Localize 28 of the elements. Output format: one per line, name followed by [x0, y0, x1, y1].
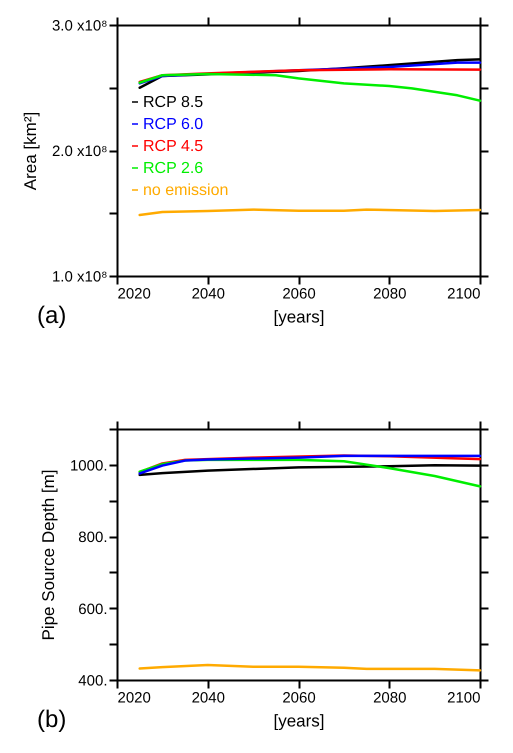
legend-label: RCP 8.5: [143, 94, 204, 111]
x-tick-label: 2040: [192, 690, 225, 706]
x-tick-label: 2100: [447, 286, 480, 302]
x-axis-title: [years]: [273, 712, 325, 730]
y-tick-label: 1000.: [70, 457, 108, 474]
y-tick-label: 3.0 x10⁸: [52, 18, 108, 34]
legend-label: no emission: [143, 182, 228, 199]
legend-label: RCP 2.6: [143, 160, 204, 177]
text: (b): [37, 706, 66, 733]
x-tick-label: 2080: [373, 286, 406, 302]
x-tick-label: 2020: [118, 690, 151, 706]
y-tick-label: 400.: [78, 672, 108, 690]
y-tick-label: 600.: [78, 600, 108, 618]
text: (a): [37, 302, 66, 329]
x-tick-label: 2080: [373, 690, 406, 706]
y-axis-title: Area [km²]: [20, 112, 40, 190]
x-tick-label: 2060: [282, 690, 316, 706]
y-tick-label: 2.0 x10⁸: [52, 143, 108, 160]
x-tick-label: 2100: [447, 690, 480, 706]
legend-label: RCP 6.0: [143, 116, 204, 133]
y-tick-label: 1.0 x10⁸: [52, 268, 108, 286]
x-tick-label: 2020: [118, 286, 151, 302]
y-tick-label: 800.: [78, 529, 108, 546]
legend-label: RCP 4.5: [143, 138, 204, 155]
x-tick-label: 2040: [192, 286, 225, 302]
x-axis-title: [years]: [273, 308, 325, 326]
x-tick-label: 2060: [282, 286, 316, 302]
y-axis-title: Pipe Source Depth [m]: [38, 469, 58, 641]
